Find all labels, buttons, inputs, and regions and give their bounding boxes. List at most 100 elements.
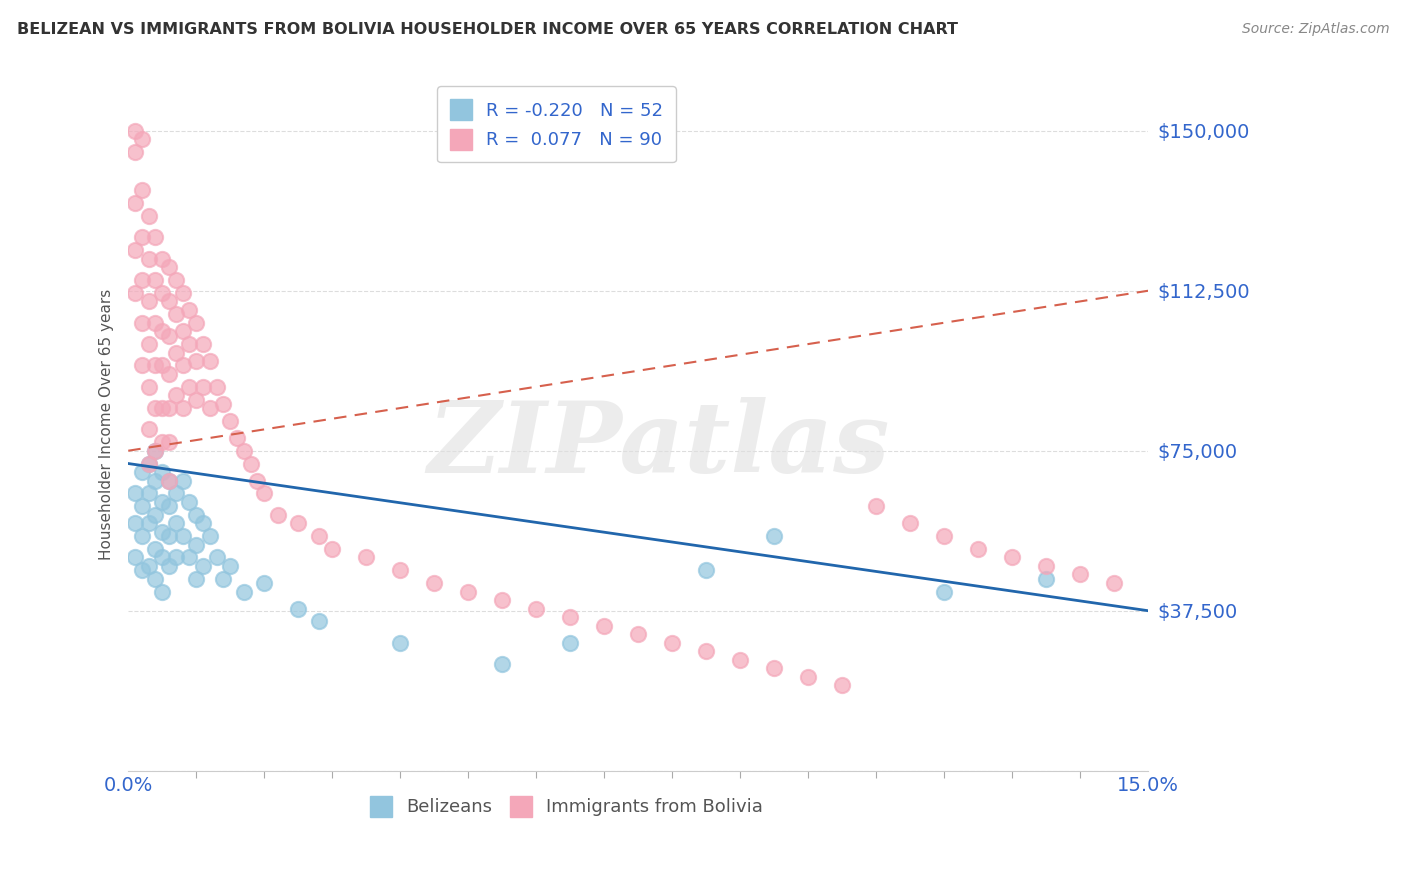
Point xyxy=(179,380,201,394)
Point xyxy=(186,508,208,522)
Point xyxy=(172,359,194,373)
Point xyxy=(165,388,187,402)
Point xyxy=(157,294,180,309)
Point xyxy=(131,316,153,330)
Point xyxy=(157,328,180,343)
Point xyxy=(186,316,208,330)
Point xyxy=(232,584,254,599)
Point xyxy=(150,495,173,509)
Point xyxy=(287,516,309,531)
Point xyxy=(198,529,221,543)
Point xyxy=(865,499,887,513)
Point xyxy=(191,337,214,351)
Point xyxy=(165,516,187,531)
Point xyxy=(145,316,167,330)
Point xyxy=(253,486,276,500)
Point xyxy=(423,576,446,591)
Point xyxy=(165,550,187,565)
Point xyxy=(967,541,990,556)
Point xyxy=(1035,558,1057,573)
Point xyxy=(145,572,167,586)
Point xyxy=(321,541,343,556)
Point xyxy=(226,431,249,445)
Point xyxy=(191,516,214,531)
Point xyxy=(172,529,194,543)
Point xyxy=(157,401,180,415)
Point xyxy=(138,337,160,351)
Point xyxy=(179,337,201,351)
Point xyxy=(150,465,173,479)
Point xyxy=(1035,572,1057,586)
Point xyxy=(131,563,153,577)
Point xyxy=(354,550,377,565)
Point xyxy=(457,584,479,599)
Point xyxy=(145,359,167,373)
Point xyxy=(150,285,173,300)
Point xyxy=(186,354,208,368)
Point xyxy=(205,550,228,565)
Point xyxy=(124,145,146,160)
Point xyxy=(763,661,786,675)
Point xyxy=(131,465,153,479)
Point xyxy=(179,495,201,509)
Point xyxy=(491,657,513,671)
Point xyxy=(145,273,167,287)
Point xyxy=(124,285,146,300)
Point xyxy=(308,615,330,629)
Point xyxy=(191,380,214,394)
Point xyxy=(150,252,173,266)
Point xyxy=(232,443,254,458)
Point xyxy=(219,414,242,428)
Point xyxy=(138,457,160,471)
Point xyxy=(253,576,276,591)
Point xyxy=(138,209,160,223)
Text: BELIZEAN VS IMMIGRANTS FROM BOLIVIA HOUSEHOLDER INCOME OVER 65 YEARS CORRELATION: BELIZEAN VS IMMIGRANTS FROM BOLIVIA HOUS… xyxy=(17,22,957,37)
Point xyxy=(205,380,228,394)
Point xyxy=(138,252,160,266)
Point xyxy=(179,302,201,317)
Point xyxy=(124,196,146,211)
Point xyxy=(728,653,751,667)
Point xyxy=(212,572,235,586)
Point xyxy=(560,636,582,650)
Point xyxy=(389,636,412,650)
Point xyxy=(491,593,513,607)
Point xyxy=(932,529,955,543)
Point xyxy=(157,529,180,543)
Point xyxy=(131,184,153,198)
Y-axis label: Householder Income Over 65 years: Householder Income Over 65 years xyxy=(100,288,114,559)
Point xyxy=(165,273,187,287)
Point xyxy=(138,422,160,436)
Point xyxy=(138,457,160,471)
Point xyxy=(1069,567,1091,582)
Point xyxy=(524,601,547,615)
Point xyxy=(145,443,167,458)
Point xyxy=(131,273,153,287)
Point xyxy=(150,524,173,539)
Point xyxy=(138,558,160,573)
Point xyxy=(797,670,820,684)
Legend: Belizeans, Immigrants from Bolivia: Belizeans, Immigrants from Bolivia xyxy=(363,789,770,824)
Point xyxy=(138,486,160,500)
Point xyxy=(219,558,242,573)
Point xyxy=(145,474,167,488)
Point xyxy=(627,627,650,641)
Point xyxy=(138,516,160,531)
Point xyxy=(131,230,153,244)
Point xyxy=(157,474,180,488)
Point xyxy=(661,636,683,650)
Point xyxy=(165,345,187,359)
Point xyxy=(186,572,208,586)
Point xyxy=(191,558,214,573)
Point xyxy=(131,529,153,543)
Point xyxy=(145,508,167,522)
Text: Source: ZipAtlas.com: Source: ZipAtlas.com xyxy=(1241,22,1389,37)
Point xyxy=(131,132,153,146)
Point xyxy=(150,324,173,338)
Point xyxy=(1102,576,1125,591)
Point xyxy=(1001,550,1024,565)
Point xyxy=(150,401,173,415)
Point xyxy=(932,584,955,599)
Text: ZIPatlas: ZIPatlas xyxy=(427,397,890,493)
Point xyxy=(124,550,146,565)
